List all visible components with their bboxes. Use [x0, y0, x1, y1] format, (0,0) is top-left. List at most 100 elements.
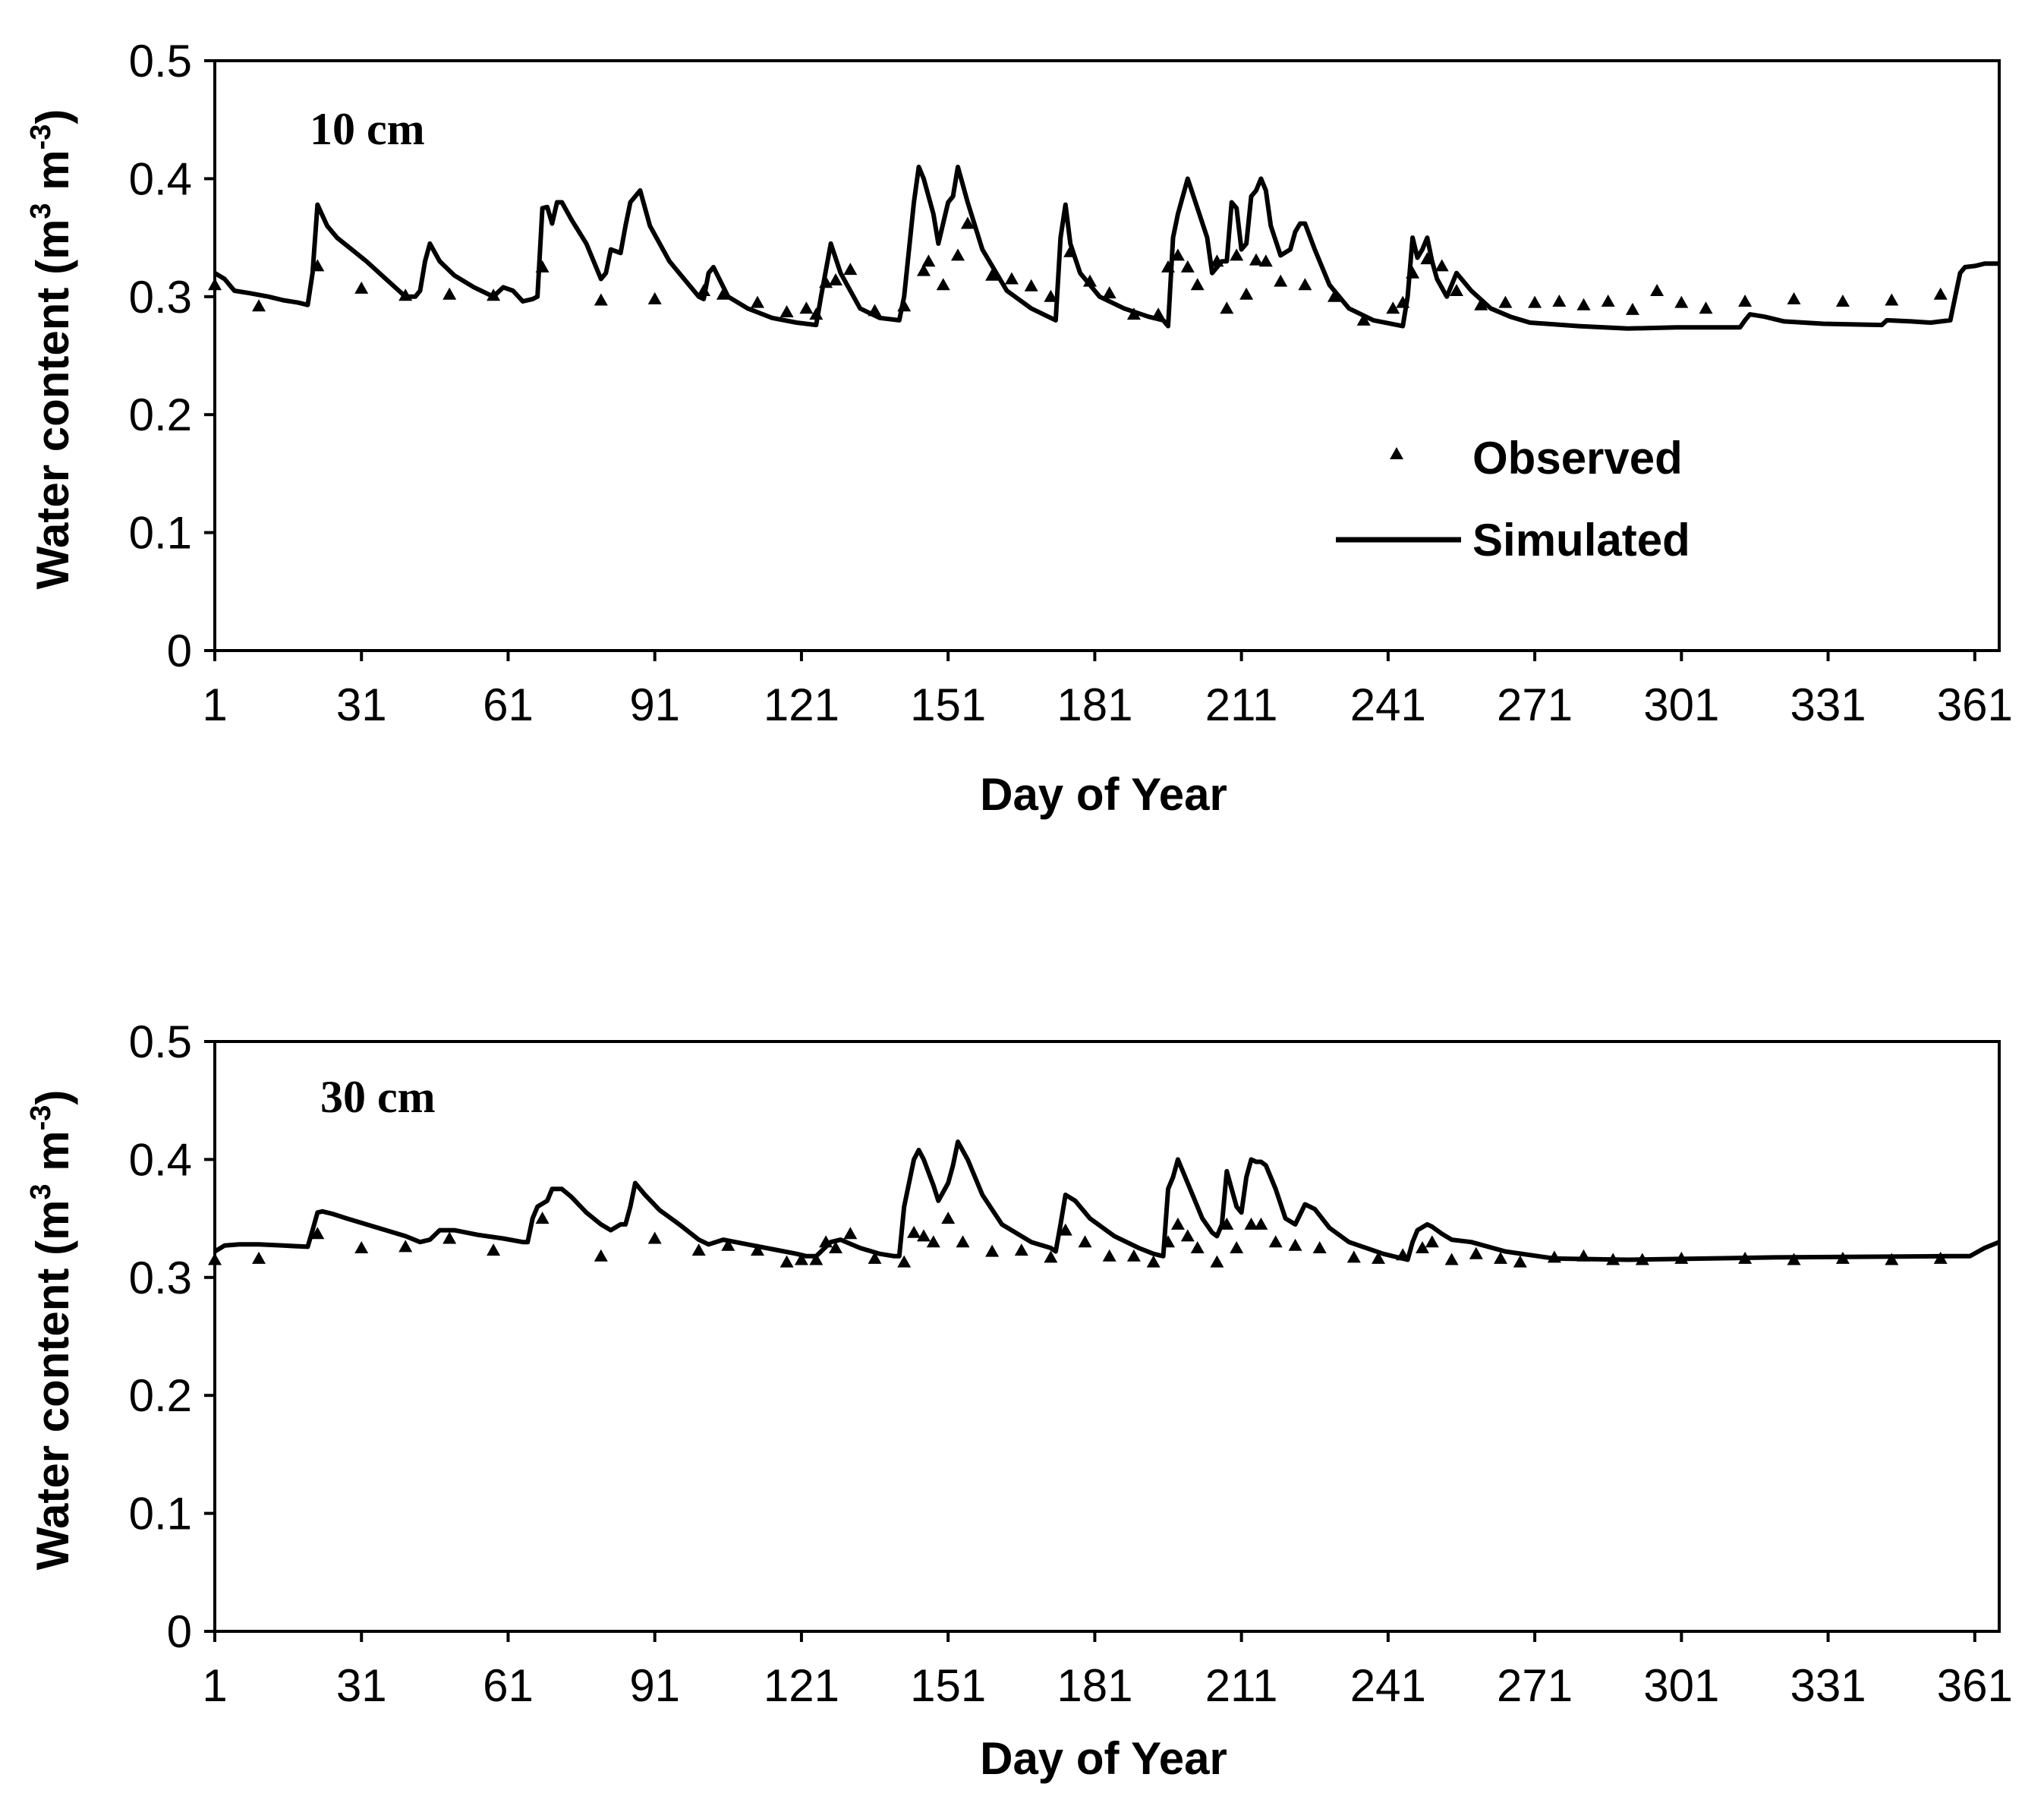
x-tick-label-10cm: 211	[1205, 679, 1278, 730]
observed-point-10cm	[716, 287, 730, 300]
observed-point-10cm	[1650, 284, 1664, 296]
observed-point-10cm	[1102, 286, 1116, 299]
simulated-line-10cm	[213, 164, 1999, 331]
observed-point-30cm	[594, 1249, 608, 1262]
observed-point-30cm	[691, 1243, 706, 1256]
y-axis-title-30cm: Water content (m3 m-3)	[25, 1090, 78, 1571]
observed-point-10cm	[1552, 295, 1567, 307]
observed-point-30cm	[1469, 1246, 1483, 1259]
observed-point-10cm	[208, 278, 222, 291]
legend-observed-label: Observed	[1472, 433, 1683, 484]
panel-label-10cm: 10 cm	[310, 104, 425, 154]
observed-point-10cm	[799, 301, 814, 314]
observed-point-30cm	[1885, 1253, 1899, 1265]
observed-point-30cm	[1288, 1238, 1302, 1251]
observed-point-10cm	[1258, 254, 1273, 267]
observed-point-10cm	[1738, 295, 1753, 307]
observed-point-30cm	[310, 1227, 325, 1240]
observed-point-10cm	[1083, 274, 1097, 287]
observed-point-10cm	[1239, 287, 1254, 300]
observed-point-30cm	[487, 1243, 501, 1256]
observed-point-10cm	[354, 281, 369, 294]
observed-point-10cm	[1528, 295, 1542, 308]
observed-series-30cm	[208, 1212, 1948, 1268]
observed-point-30cm	[1210, 1255, 1224, 1268]
x-axis-title-30cm: Day of Year	[980, 1733, 1227, 1784]
observed-point-10cm	[1435, 259, 1449, 272]
observed-point-30cm	[1396, 1248, 1410, 1261]
observed-point-10cm	[1220, 301, 1234, 314]
observed-point-10cm	[1044, 289, 1058, 302]
plot-area-30cm	[213, 1040, 2001, 1633]
observed-point-30cm	[1547, 1250, 1561, 1263]
observed-point-10cm	[594, 293, 608, 306]
x-tick-label-30cm: 31	[336, 1660, 387, 1711]
x-tick-label-30cm: 361	[1937, 1660, 2013, 1711]
y-axis-title-mid-10cm: m	[27, 150, 78, 203]
observed-point-10cm	[1180, 260, 1195, 273]
observed-point-10cm	[535, 260, 550, 273]
y-tick-label-10cm: 0.2	[129, 389, 192, 440]
observed-point-10cm	[1420, 252, 1435, 265]
observed-point-30cm	[721, 1238, 735, 1251]
y-axis-title-sup2-30cm: -3	[25, 1105, 57, 1131]
observed-point-10cm	[829, 273, 842, 285]
x-tick-label-30cm: 91	[629, 1660, 680, 1711]
x-tick-label-30cm: 151	[910, 1660, 986, 1711]
observed-point-10cm	[843, 263, 858, 276]
observed-point-30cm	[1494, 1251, 1507, 1264]
y-tick-label-10cm: 0.4	[129, 153, 192, 204]
chart-panel-30cm: 0 0.1 0.2 0.3 0.4 0.5 1 31 61 91 121 151 181 211 241 2…	[25, 1016, 2013, 1784]
y-axis-title-sup1-10cm: 3	[25, 203, 57, 219]
x-tick-label-10cm: 91	[629, 679, 680, 730]
x-tick-label-10cm: 61	[483, 679, 534, 730]
observed-point-30cm	[829, 1241, 842, 1253]
observed-point-30cm	[1044, 1250, 1058, 1263]
observed-point-10cm	[1933, 287, 1948, 300]
observed-point-30cm	[1146, 1255, 1161, 1268]
observed-point-10cm	[1170, 248, 1185, 261]
observed-point-10cm	[1474, 298, 1488, 310]
observed-point-10cm	[751, 295, 764, 308]
observed-point-10cm	[1406, 266, 1420, 279]
observed-point-10cm	[1787, 291, 1801, 304]
y-axis-title-sup1-30cm: 3	[25, 1183, 57, 1199]
plot-area-10cm	[213, 59, 2001, 652]
observed-point-10cm	[1151, 307, 1166, 320]
observed-point-30cm	[1161, 1235, 1175, 1248]
x-tick-label-30cm: 331	[1790, 1660, 1866, 1711]
observed-point-30cm	[1058, 1223, 1072, 1236]
observed-point-30cm	[354, 1241, 369, 1253]
observed-point-30cm	[535, 1212, 550, 1224]
observed-point-10cm	[1249, 253, 1263, 266]
observed-point-30cm	[897, 1255, 912, 1268]
x-tick-label-10cm: 331	[1790, 679, 1866, 730]
y-axis-title-main-10cm: Water content (m	[27, 219, 78, 590]
observed-point-30cm	[1835, 1251, 1850, 1264]
x-tick-labels-10cm: 1 31 61 91 121 151 181 211 241 271 301 331 361	[202, 679, 2013, 730]
observed-point-30cm	[1312, 1241, 1327, 1253]
x-tick-label-10cm: 1	[202, 679, 227, 730]
y-tick-label-30cm: 0.4	[129, 1134, 192, 1185]
observed-point-30cm	[1126, 1249, 1141, 1262]
observed-point-30cm	[956, 1235, 970, 1248]
simulated-series-30cm	[213, 1139, 2001, 1262]
observed-point-10cm	[1190, 278, 1205, 291]
observed-point-10cm	[1601, 295, 1615, 307]
y-axis-title-end-30cm: )	[27, 1090, 78, 1105]
observed-point-10cm	[951, 248, 965, 261]
observed-point-30cm	[398, 1240, 413, 1253]
observed-point-10cm	[985, 268, 1000, 281]
observed-point-10cm	[697, 284, 711, 296]
observed-point-10cm	[1625, 302, 1639, 315]
observed-point-10cm	[398, 288, 413, 301]
y-tick-label-10cm: 0	[167, 626, 192, 676]
observed-point-30cm	[794, 1253, 808, 1265]
observed-point-30cm	[779, 1255, 794, 1268]
simulated-line-30cm	[213, 1139, 2001, 1262]
observed-point-30cm	[751, 1243, 764, 1256]
legend: Observed Simulated	[1336, 433, 1690, 566]
x-tick-label-10cm: 31	[336, 679, 387, 730]
observed-point-30cm	[208, 1253, 222, 1265]
observed-point-30cm	[252, 1251, 266, 1264]
